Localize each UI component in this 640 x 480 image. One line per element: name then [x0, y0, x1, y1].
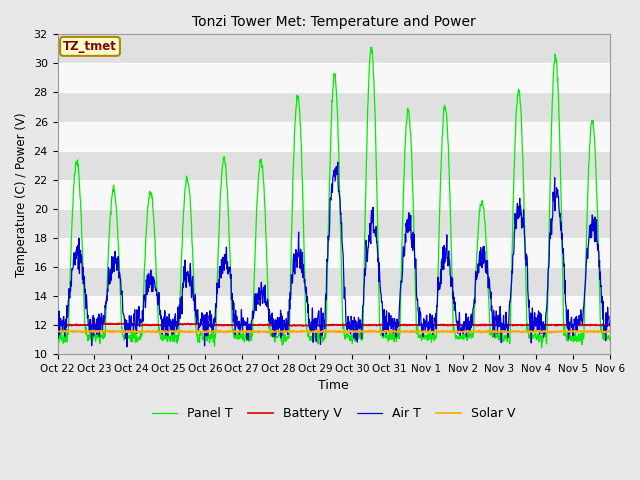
Panel T — [54, 334, 61, 340]
Bar — [58, 325, 610, 354]
Text: TZ_tmet: TZ_tmet — [63, 40, 117, 53]
Bar — [58, 35, 610, 63]
Bar — [58, 121, 610, 151]
Battery V — [606, 322, 614, 328]
Panel T — [606, 335, 614, 340]
Battery V — [420, 323, 428, 329]
Battery V — [102, 320, 109, 326]
Solar V — [541, 329, 549, 335]
Y-axis label: Temperature (C) / Power (V): Temperature (C) / Power (V) — [15, 112, 28, 276]
Battery V — [317, 323, 325, 329]
Battery V — [163, 322, 171, 328]
Bar — [58, 180, 610, 209]
Bar — [58, 151, 610, 180]
Air T — [123, 344, 131, 350]
Legend: Panel T, Battery V, Air T, Solar V: Panel T, Battery V, Air T, Solar V — [147, 402, 520, 425]
Panel T — [538, 345, 545, 350]
Panel T — [492, 331, 500, 337]
Solar V — [239, 329, 246, 335]
Bar — [58, 238, 610, 267]
Panel T — [368, 44, 376, 50]
Panel T — [177, 287, 184, 292]
Panel T — [163, 333, 171, 339]
X-axis label: Time: Time — [318, 379, 349, 392]
Solar V — [177, 329, 184, 335]
Air T — [420, 322, 428, 327]
Line: Air T: Air T — [58, 162, 610, 347]
Bar — [58, 209, 610, 238]
Solar V — [163, 329, 171, 335]
Line: Battery V: Battery V — [58, 323, 610, 326]
Air T — [54, 329, 61, 335]
Battery V — [492, 323, 500, 328]
Bar — [58, 296, 610, 325]
Solar V — [315, 330, 323, 336]
Solar V — [131, 327, 139, 333]
Battery V — [239, 322, 246, 328]
Air T — [334, 159, 342, 165]
Panel T — [238, 333, 246, 339]
Air T — [239, 327, 246, 333]
Battery V — [54, 322, 61, 328]
Air T — [492, 308, 500, 314]
Bar — [58, 63, 610, 93]
Battery V — [541, 322, 549, 327]
Air T — [606, 323, 614, 329]
Line: Panel T: Panel T — [58, 47, 610, 348]
Bar — [58, 93, 610, 121]
Air T — [541, 327, 549, 333]
Solar V — [420, 328, 428, 334]
Panel T — [420, 331, 428, 337]
Title: Tonzi Tower Met: Temperature and Power: Tonzi Tower Met: Temperature and Power — [192, 15, 476, 29]
Solar V — [606, 329, 614, 335]
Line: Solar V: Solar V — [58, 330, 610, 333]
Air T — [163, 318, 171, 324]
Panel T — [541, 328, 549, 334]
Solar V — [492, 329, 500, 335]
Bar — [58, 267, 610, 296]
Solar V — [54, 329, 61, 335]
Battery V — [177, 322, 184, 327]
Air T — [177, 307, 184, 313]
